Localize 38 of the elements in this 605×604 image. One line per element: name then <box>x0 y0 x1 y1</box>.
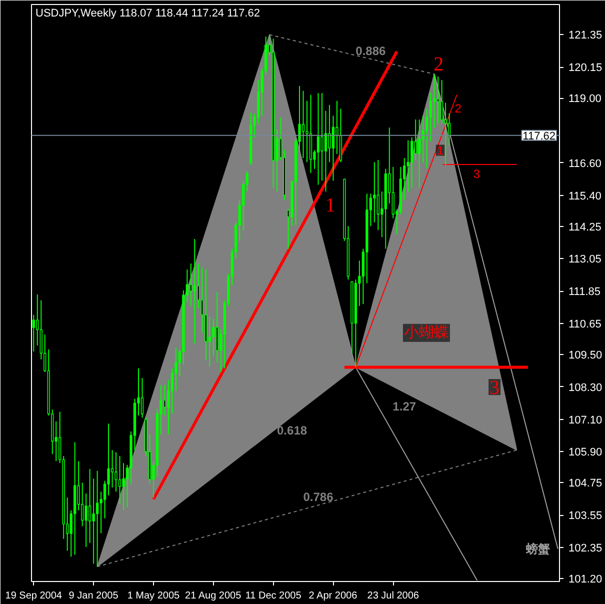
y-tick-label: 102.35 <box>568 542 602 554</box>
y-tick-label: 115.40 <box>568 190 602 202</box>
series-label: 1.27 <box>392 399 416 414</box>
annotation: 3 <box>473 167 480 182</box>
y-tick-label: 108.30 <box>568 382 602 394</box>
annotation: 2 <box>454 101 462 116</box>
y-tick-label: 111.85 <box>568 286 601 298</box>
series-label: 0.618 <box>277 423 308 438</box>
y-tick-label: 114.25 <box>568 221 602 234</box>
x-tick-label: 9 Jan 2005 <box>68 590 119 602</box>
series-label: 0.786 <box>303 490 334 504</box>
chart-title: USDJPY,Weekly 118.07 118.44 117.24 117.62 <box>36 8 260 20</box>
x-tick-label: 11 Dec 2005 <box>245 590 302 602</box>
y-tick-label: 120.15 <box>568 62 602 74</box>
series-label: 螃蟹 <box>524 542 550 556</box>
x-tick-label: 1 May 2005 <box>127 590 180 602</box>
annotation: 1 <box>436 144 444 158</box>
x-tick-label: 2 Apr 2006 <box>308 590 358 602</box>
y-tick-label: 121.35 <box>568 30 602 42</box>
annotation: 3 <box>490 377 500 400</box>
y-tick-label: 109.50 <box>568 350 602 362</box>
y-tick-label: 105.90 <box>568 446 602 459</box>
y-tick-label: 116.60 <box>568 158 602 170</box>
ref-line-label: 117.62 <box>522 130 556 142</box>
y-tick-label: 103.55 <box>568 510 602 522</box>
y-tick-label: 110.65 <box>568 318 602 330</box>
y-tick-label: 113.05 <box>568 254 602 266</box>
x-tick-label: 21 Aug 2005 <box>185 590 242 602</box>
annotation: 小蝴蝶 <box>404 324 449 341</box>
y-tick-label: 101.20 <box>568 574 602 586</box>
annotation: 1 <box>325 194 336 217</box>
annotation: 2 <box>434 53 444 76</box>
x-tick-label: 19 Sep 2004 <box>5 590 62 602</box>
y-tick-label: 119.00 <box>568 93 602 106</box>
series-label: 0.886 <box>356 44 386 58</box>
y-tick-label: 104.75 <box>568 478 602 490</box>
x-tick-label: 23 Jul 2006 <box>367 590 420 602</box>
y-tick-label: 107.10 <box>568 414 602 426</box>
